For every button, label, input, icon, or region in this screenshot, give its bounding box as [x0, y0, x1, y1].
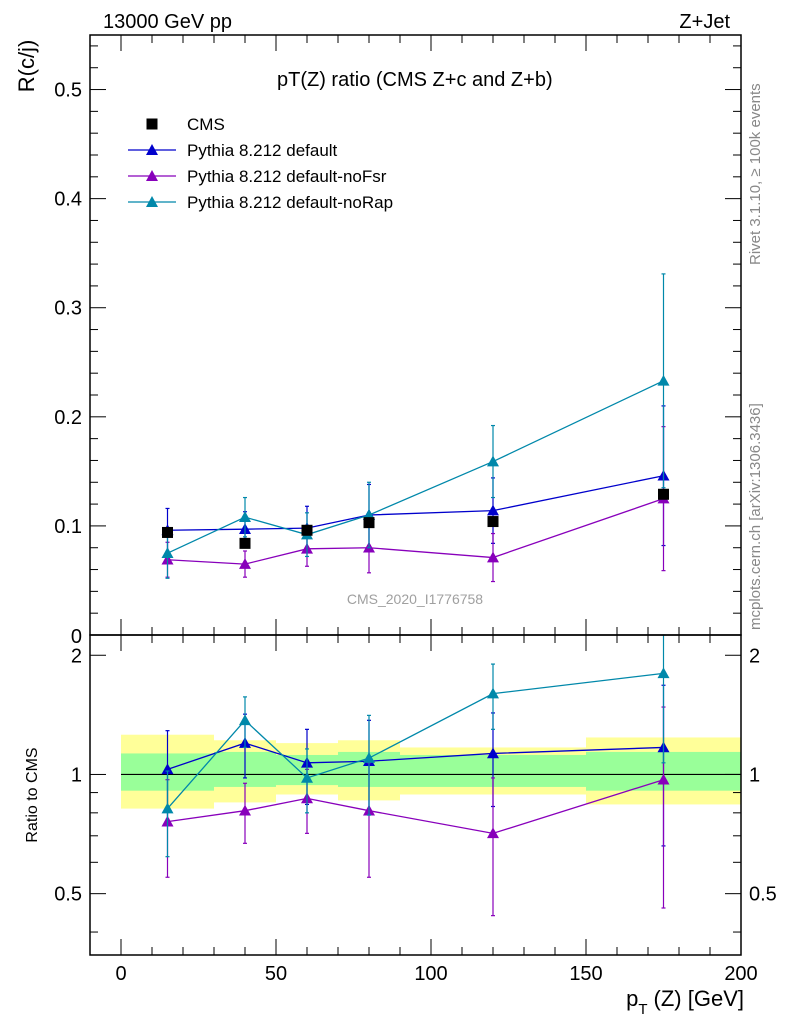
mcplots-label: mcplots.cern.ch [arXiv:1306.3436]: [747, 403, 764, 630]
cms-point: [301, 524, 313, 536]
series-point: [239, 558, 251, 569]
legend-cms-label: CMS: [187, 115, 225, 134]
axes: 0 50 100 150 200 0.1 0.2 0.3 0.4 0.5 0 0.5 0.5 1 1 2 2: [54, 34, 777, 985]
ratio-tick-label-right: 1: [749, 764, 760, 786]
ratio-tick-label-right: 0.5: [749, 884, 777, 906]
ratio-point: [301, 771, 313, 783]
cms-point: [658, 488, 669, 500]
x-tick-label: 150: [569, 963, 602, 985]
cms-point: [239, 537, 251, 549]
ratio-frame: [89, 634, 742, 956]
y-tick-label: 0.5: [54, 80, 82, 102]
series-main-1: [161, 426, 670, 583]
y-axis-label: R(c/j): [14, 40, 39, 93]
ratio-y-axis-label: Ratio to CMS: [24, 747, 41, 842]
series-point: [487, 504, 499, 516]
x-tick-label: 50: [265, 963, 287, 985]
ratio-tick-label: 0.5: [54, 884, 82, 906]
cms-data: [162, 488, 669, 549]
ratio-line: [167, 779, 664, 835]
series-point: [239, 511, 251, 522]
process-label: Z+Jet: [679, 11, 730, 33]
ratio-point: [161, 763, 174, 775]
cms-point: [363, 517, 375, 529]
ratio-point: [657, 773, 670, 785]
y-tick-label-zero: 0: [71, 626, 82, 648]
ratio-tick-label: 2: [71, 645, 82, 667]
series-main-0: [161, 405, 670, 553]
series-ratio-2: [161, 634, 670, 858]
series-point: [161, 547, 174, 558]
x-tick-label: 200: [724, 963, 757, 985]
ratio-point: [363, 752, 375, 763]
cms-point: [487, 516, 499, 528]
ratio-panel: [121, 634, 741, 917]
y-tick-label: 0.2: [54, 407, 82, 429]
series-point: [487, 455, 499, 467]
x-axis-label-sub: T: [638, 1001, 647, 1018]
energy-label: 13000 GeV pp: [103, 11, 232, 33]
x-axis-label-main: p: [626, 986, 638, 1011]
y-tick-label: 0.1: [54, 516, 82, 538]
ratio-point: [487, 747, 499, 759]
legend: CMS Pythia 8.212 default Pythia 8.212 defa…: [128, 115, 393, 212]
x-axis-label: pT (Z) [GeV]: [626, 986, 744, 1018]
legend-cms-marker: [146, 118, 158, 130]
series-point: [363, 509, 375, 520]
series-line: [167, 475, 664, 531]
y-tick-label: 0.3: [54, 298, 82, 320]
legend-marker: [146, 144, 158, 155]
y-tick-label: 0.4: [54, 189, 82, 211]
rivet-label: Rivet 3.1.10, ≥ 100k events: [747, 83, 764, 265]
ratio-point: [239, 714, 251, 726]
cms-point: [162, 526, 173, 538]
ratio-point: [657, 667, 670, 679]
plot-title: pT(Z) ratio (CMS Z+c and Z+b): [277, 69, 553, 91]
ratio-line: [167, 672, 664, 810]
ratio-tick-label-right: 2: [749, 645, 760, 667]
legend-marker: [146, 170, 158, 181]
series-line: [167, 380, 664, 554]
series-point: [487, 551, 499, 563]
ratio-point: [487, 687, 499, 699]
main-panel: [161, 273, 670, 583]
ratio-point: [239, 804, 251, 816]
ratio-line: [167, 742, 664, 770]
ratio-point: [487, 827, 499, 839]
series-point: [657, 374, 670, 386]
ratio-tick-label: 1: [71, 764, 82, 786]
plot-title-text: pT(Z) ratio (CMS Z+c and Z+b): [277, 69, 553, 91]
series-line: [167, 498, 664, 565]
uncertainty-bands: [121, 734, 741, 809]
x-tick-label: 100: [414, 963, 447, 985]
x-tick-label: 0: [115, 963, 126, 985]
legend-label: Pythia 8.212 default-noFsr: [187, 167, 387, 186]
series-main-2: [161, 273, 670, 579]
legend-label: Pythia 8.212 default-noRap: [187, 193, 393, 212]
legend-label: Pythia 8.212 default: [187, 141, 338, 160]
ratio-point: [161, 802, 174, 814]
x-axis-label-rest: (Z) [GeV]: [654, 986, 744, 1011]
analysis-watermark: CMS_2020_I1776758: [347, 591, 483, 607]
legend-marker: [146, 196, 158, 207]
